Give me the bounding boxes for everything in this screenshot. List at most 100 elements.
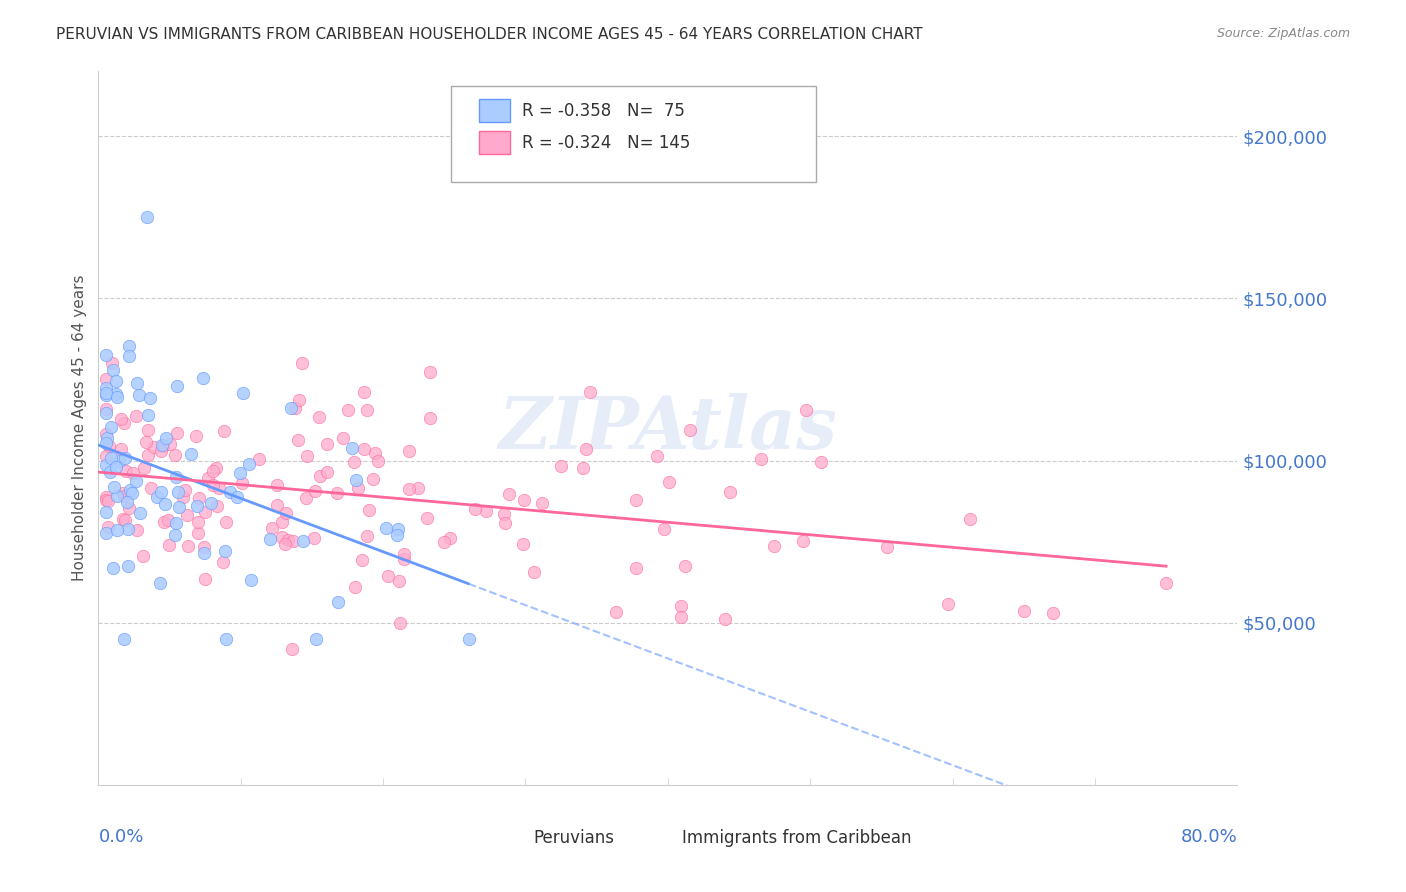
Point [513,493,536,508]
Point [678,423,700,437]
Point [353,442,375,457]
Point [262,521,284,535]
Point [159,436,181,450]
Point [201,464,224,478]
Point [101,561,124,575]
Point [149,576,172,591]
Point [193,505,215,519]
Point [344,580,367,594]
Point [605,605,627,619]
Point [117,559,139,574]
Point [232,386,254,401]
Point [94,372,117,386]
Point [398,482,420,496]
Point [344,473,367,487]
Point [357,503,380,517]
Point [184,429,207,443]
Point [266,498,288,512]
Point [152,439,174,453]
Text: Immigrants from Caribbean: Immigrants from Caribbean [682,830,911,847]
Point [174,483,197,498]
Point [111,511,134,525]
Point [361,472,384,486]
Point [280,401,302,416]
Point [180,447,202,461]
Point [1042,606,1064,620]
Point [792,534,814,549]
Point [936,597,959,611]
Point [433,535,456,549]
Text: ZIPAtlas: ZIPAtlas [499,392,837,464]
Y-axis label: Householder Income Ages 45 - 64 years: Householder Income Ages 45 - 64 years [72,275,87,582]
Point [136,408,159,422]
Point [98,439,121,453]
Point [280,641,302,656]
Point [316,465,339,479]
Text: 0.0%: 0.0% [98,828,143,846]
Point [150,485,173,500]
Point [167,485,190,500]
Point [205,460,228,475]
Point [155,497,177,511]
Point [135,434,157,449]
Point [139,391,162,405]
Text: Peruvians: Peruvians [533,830,614,847]
Point [295,491,318,506]
Point [302,531,325,545]
Point [273,537,295,551]
Point [141,481,163,495]
Point [464,501,486,516]
Point [96,432,118,446]
Point [101,363,124,377]
Point [115,464,138,478]
Point [247,451,270,466]
Point [94,490,117,504]
Point [194,572,217,586]
Point [366,453,388,467]
Point [377,569,399,583]
Point [167,500,190,514]
Point [128,388,150,402]
Point [94,388,117,402]
Point [240,573,263,587]
Point [155,431,177,445]
Point [163,449,186,463]
Point [125,409,148,423]
Point [150,438,173,452]
Point [136,448,159,462]
Point [274,506,297,520]
Point [228,467,250,481]
Point [143,440,166,454]
Point [718,484,741,499]
Point [671,599,693,613]
Point [132,549,155,563]
Point [94,348,117,362]
Point [284,401,307,416]
Point [342,442,364,456]
Point [326,595,349,609]
Point [114,450,136,465]
Point [94,381,117,395]
Point [673,559,696,574]
Point [104,374,127,388]
Point [578,385,600,400]
Point [165,528,187,542]
Point [392,551,415,566]
FancyBboxPatch shape [502,830,529,847]
Point [100,420,122,434]
Point [406,481,429,495]
Point [385,528,408,542]
Point [94,458,117,472]
Point [295,449,318,463]
Point [292,534,315,549]
Point [129,506,152,520]
Point [166,379,188,393]
Point [652,522,675,536]
Point [104,387,127,401]
Point [107,489,129,503]
Point [96,427,118,442]
Point [177,539,200,553]
Point [127,376,149,391]
Point [495,516,517,530]
Point [94,386,117,401]
